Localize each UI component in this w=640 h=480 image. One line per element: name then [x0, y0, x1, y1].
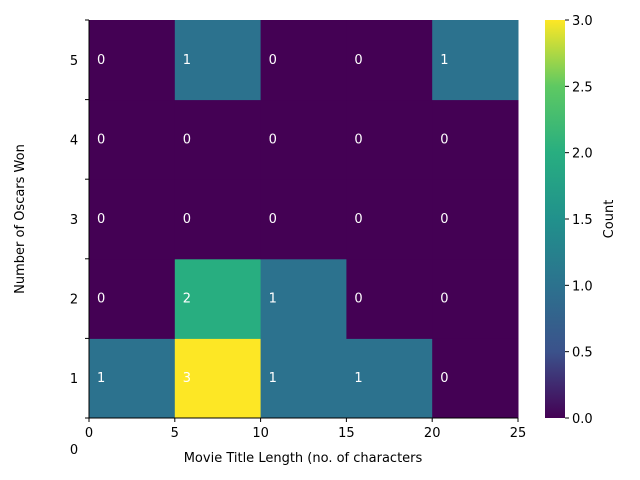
colorbar-tick-label: 2.5	[572, 80, 593, 95]
cell-value-label: 3	[183, 371, 191, 386]
y-tick-label: 4	[70, 133, 78, 148]
y-axis-label: Number of Oscars Won	[13, 144, 28, 294]
cell-value-label: 1	[269, 292, 277, 307]
heatmap-cell	[89, 258, 176, 339]
heatmap-cell	[260, 258, 347, 339]
colorbar-label: Count	[602, 200, 617, 239]
x-tick-label: 20	[424, 426, 441, 441]
y-tick-label: 3	[70, 213, 78, 228]
cell-value-label: 1	[97, 371, 105, 386]
heatmap-cell	[260, 20, 347, 101]
heatmap-cell	[346, 179, 433, 260]
heatmap-cell	[432, 179, 519, 260]
heatmap-cell	[432, 20, 519, 101]
x-tick-label: 25	[510, 426, 527, 441]
cell-value-label: 0	[440, 212, 448, 227]
cell-value-label: 0	[269, 212, 277, 227]
colorbar-tick-label: 2.0	[572, 147, 593, 162]
cell-value-label: 1	[183, 53, 191, 68]
x-tick-label: 0	[85, 426, 93, 441]
colorbar-tick-label: 1.0	[572, 279, 593, 294]
heatmap-cell	[89, 20, 176, 101]
cell-value-label: 0	[354, 53, 362, 68]
cell-value-label: 0	[269, 53, 277, 68]
x-tick-label: 10	[252, 426, 269, 441]
x-tick-label: 5	[171, 426, 179, 441]
heatmap-cell	[432, 99, 519, 180]
y-tick-label: 5	[70, 54, 78, 69]
colorbar-tick-label: 0.0	[572, 412, 593, 427]
heatmap-cell	[89, 179, 176, 260]
cell-value-label: 0	[183, 212, 191, 227]
heatmap-cell	[174, 258, 262, 339]
y-axis: 1 2 3 4 5	[70, 19, 90, 419]
heatmap-cell	[346, 99, 433, 180]
heatmap-cell	[432, 258, 519, 339]
heatmap-cell	[174, 20, 262, 101]
heatmap-cell	[260, 179, 347, 260]
colorbar-tick-label: 3.0	[572, 14, 593, 29]
cell-value-label: 1	[440, 53, 448, 68]
cell-value-label: 0	[183, 132, 191, 147]
heatmap-cell	[346, 338, 433, 419]
cell-value-label: 0	[354, 212, 362, 227]
heatmap-cell	[260, 99, 347, 180]
heatmap-cell	[346, 258, 433, 339]
colorbar: 0.0 0.5 1.0 1.5 2.0 2.5 3.0 Count	[545, 14, 617, 427]
heatmap-cell	[174, 99, 262, 180]
x-axis-label: Movie Title Length (no. of characters	[184, 451, 423, 466]
cell-value-label: 0	[440, 292, 448, 307]
cell-value-label: 1	[354, 371, 362, 386]
cell-value-label: 0	[97, 212, 105, 227]
heatmap-cell	[89, 338, 176, 419]
cell-value-label: 0	[440, 371, 448, 386]
heatmap-cell-labels: 1 3 1 1 0 0 2 1 0 0 0 0 0 0 0 0 0 0 0 0 0 1 0 0 1	[97, 53, 448, 386]
cell-value-label: 0	[97, 132, 105, 147]
heatmap-cell	[89, 99, 176, 180]
y-extra-zero-label: 0	[70, 443, 78, 458]
cell-value-label: 0	[269, 132, 277, 147]
colorbar-tick-label: 1.5	[572, 213, 593, 228]
cell-value-label: 0	[97, 292, 105, 307]
cell-value-label: 0	[354, 292, 362, 307]
heatmap-cell	[432, 338, 519, 419]
heatmap-cell	[260, 338, 347, 419]
y-tick-label: 2	[70, 293, 78, 308]
cell-value-label: 0	[440, 132, 448, 147]
cell-value-label: 1	[269, 371, 277, 386]
y-tick-label: 1	[70, 372, 78, 387]
cell-value-label: 2	[183, 292, 191, 307]
heatmap-cell	[174, 338, 262, 419]
x-axis: 0 5 10 15 20 25	[85, 417, 527, 441]
colorbar-tick-label: 0.5	[572, 346, 593, 361]
colorbar-gradient	[545, 20, 565, 418]
x-tick-label: 15	[338, 426, 355, 441]
colorbar-ticks: 0.0 0.5 1.0 1.5 2.0 2.5 3.0	[565, 14, 593, 427]
heatmap-cells	[89, 20, 519, 419]
heatmap-cell	[346, 20, 433, 101]
cell-value-label: 0	[354, 132, 362, 147]
heatmap-cell	[174, 179, 262, 260]
cell-value-label: 0	[97, 53, 105, 68]
